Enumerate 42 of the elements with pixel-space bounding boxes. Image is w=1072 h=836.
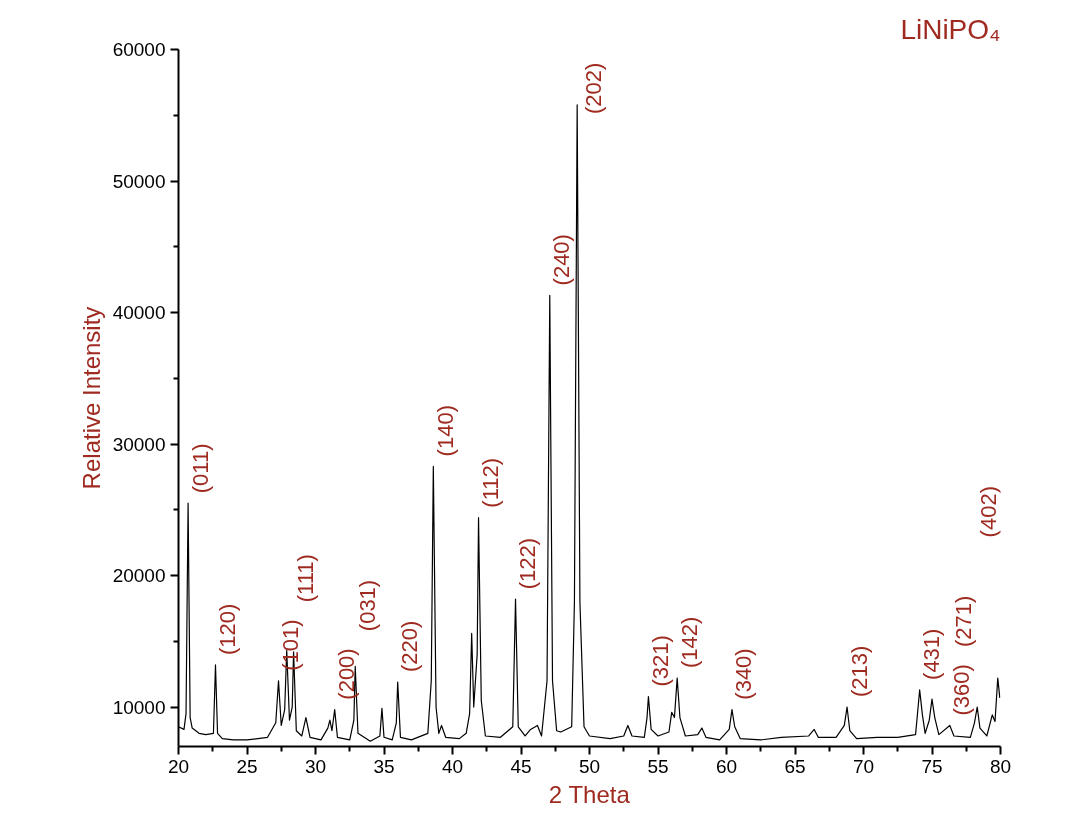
annotation: (112) (478, 457, 504, 508)
y-axis-title: Relative Intensity (77, 306, 105, 490)
y-tick-label: 10000 (112, 696, 166, 718)
x-tick-label: 55 (647, 755, 669, 777)
y-tick-label: 60000 (112, 39, 166, 60)
annotation: (271) (950, 595, 976, 647)
y-tick-label: 20000 (112, 565, 166, 587)
annotation: (202) (580, 62, 606, 114)
annotation: (360) (949, 664, 975, 716)
x-tick-label: 50 (578, 755, 601, 777)
annotation: (122) (515, 537, 541, 590)
x-axis-title: 2 Theta (548, 780, 631, 808)
annotation: (220) (397, 620, 423, 673)
x-tick-label: 40 (441, 755, 464, 777)
annotation: (142) (676, 616, 702, 669)
annotation: (111) (293, 554, 319, 603)
annotation: (011) (187, 443, 213, 494)
y-tick-label: 50000 (112, 170, 166, 192)
annotation: (340) (731, 648, 757, 700)
x-tick-label: 30 (304, 755, 327, 777)
y-tick-label: 40000 (112, 302, 166, 324)
chart-title: LiNiPO₄ (900, 13, 1001, 45)
x-tick-label: 25 (236, 755, 258, 777)
x-tick-label: 65 (784, 755, 806, 777)
x-tick-label: 60 (715, 755, 738, 777)
x-tick-label: 75 (921, 755, 943, 777)
y-tick-label: 30000 (112, 433, 166, 455)
annotation: (213) (846, 645, 872, 698)
x-tick-label: 45 (510, 755, 532, 777)
annotation: (140) (432, 405, 458, 457)
x-tick-label: 80 (989, 755, 1012, 777)
x-tick-label: 20 (167, 755, 190, 777)
annotation: (431) (919, 628, 945, 680)
annotation: (402) (976, 486, 1001, 538)
annotation: (240) (549, 234, 575, 286)
annotation: (321) (647, 635, 673, 687)
annotation: (101) (278, 619, 304, 671)
annotation: (031) (354, 579, 380, 632)
annotation: (200) (334, 648, 360, 700)
x-tick-label: 70 (852, 755, 875, 777)
x-tick-label: 35 (373, 755, 395, 777)
annotation: (120) (214, 603, 240, 655)
